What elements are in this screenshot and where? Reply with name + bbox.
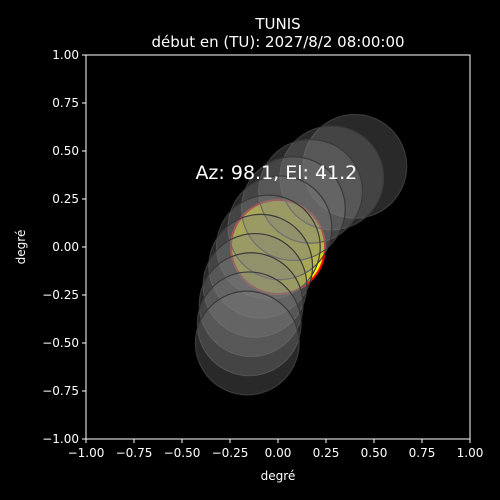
x-tick-label: −0.25: [212, 446, 249, 460]
moon-disk-3: [258, 138, 364, 244]
y-tick-label: 1.00: [52, 48, 79, 62]
x-tick-label: −0.50: [164, 446, 201, 460]
moon-disk-9: [198, 252, 304, 358]
moon-disk-11: [194, 290, 300, 396]
x-axis-label: degré: [261, 469, 296, 483]
chart-title: TUNIS: [254, 15, 300, 33]
x-tick-label: 0.00: [265, 446, 292, 460]
x-tick-label: −1.00: [68, 446, 105, 460]
y-tick-label: −0.75: [42, 384, 79, 398]
y-tick-label: 0.50: [52, 144, 79, 158]
y-tick-label: −0.50: [42, 336, 79, 350]
moon-disk-5: [227, 175, 333, 281]
moon-disk-10: [196, 271, 302, 377]
y-tick-label: −0.25: [42, 288, 79, 302]
sun-disk: [229, 198, 327, 296]
y-tick-label: 0.00: [52, 240, 79, 254]
x-axis: −1.00 −0.75 −0.50 −0.25 0.00 0.25 0.50 0.75 1.00: [68, 439, 484, 460]
x-tick-label: 0.25: [313, 446, 340, 460]
y-tick-label: −1.00: [42, 432, 79, 446]
y-axis-label: degré: [14, 230, 28, 265]
x-tick-label: 0.75: [409, 446, 436, 460]
position-annotation: Az: 98.1, El: 41.2: [195, 162, 357, 184]
y-tick-label: 0.25: [52, 192, 79, 206]
plot-area: [194, 113, 408, 396]
x-tick-label: 0.50: [361, 446, 388, 460]
x-tick-label: −0.75: [116, 446, 153, 460]
chart-subtitle: début en (TU): 2027/8/2 08:00:00: [151, 33, 404, 51]
y-axis: −1.00 −0.75 −0.50 −0.25 0.00 0.25 0.50 0.75 1.00: [42, 48, 86, 446]
sun-layer: [229, 198, 327, 296]
x-tick-label: 1.00: [457, 446, 484, 460]
y-tick-label: 0.75: [52, 96, 79, 110]
moon-layer: [194, 113, 408, 396]
